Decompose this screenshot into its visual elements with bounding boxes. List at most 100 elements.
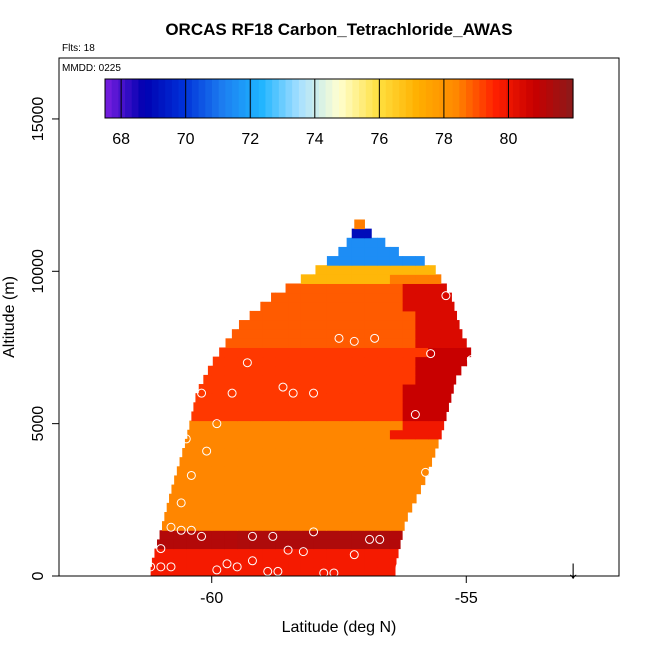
heatmap-cell [402, 475, 416, 486]
heatmap-cell [389, 512, 404, 522]
heatmap-cell [326, 301, 340, 312]
colorbar-tick-label: 68 [112, 131, 130, 148]
heatmap-cell [211, 502, 225, 513]
heatmap-cell [351, 384, 365, 394]
heatmap-cell [339, 512, 353, 522]
heatmap-cell [313, 329, 327, 339]
sample-point [176, 498, 186, 508]
heatmap-cell [313, 475, 327, 486]
heatmap-cell [389, 548, 399, 559]
heatmap-cell [402, 356, 416, 367]
heatmap-cell [377, 512, 391, 522]
heatmap-cell [313, 548, 327, 559]
heatmap-cell [453, 301, 455, 312]
sample-point [298, 547, 308, 557]
heatmap-cell [300, 393, 315, 403]
sample-point [395, 562, 405, 572]
heatmap-cell [186, 457, 200, 467]
heatmap-cell [249, 393, 264, 403]
heatmap-cell [351, 530, 365, 540]
heatmap-cell [262, 548, 276, 559]
heatmap-cell [415, 301, 429, 312]
heatmap-cell [364, 448, 378, 458]
heatmap-cell [326, 420, 340, 431]
heatmap-cell [402, 402, 416, 412]
sample-point [227, 388, 237, 398]
colorbar-swatch [272, 79, 280, 118]
heatmap-cell [174, 475, 187, 486]
heatmap-cell [377, 310, 391, 321]
colorbar-swatch [218, 79, 226, 118]
heatmap-cell [326, 338, 340, 348]
heatmap-cell [428, 429, 442, 440]
colorbar-swatch [285, 79, 293, 118]
heatmap-cell [428, 374, 442, 385]
heatmap-cell [249, 539, 264, 550]
heatmap-cell [364, 521, 378, 531]
heatmap-cell [326, 557, 340, 568]
heatmap-cell [377, 466, 391, 476]
heatmap-cell [211, 493, 225, 504]
heatmap-cell [237, 530, 251, 540]
heatmap-cell [275, 557, 289, 568]
heatmap-cell [364, 411, 378, 422]
colorbar-swatch [325, 79, 333, 118]
heatmap-cell [339, 557, 353, 568]
colorbar-swatch [379, 79, 387, 118]
heatmap-cell [402, 338, 416, 348]
sample-point [181, 434, 191, 444]
y-axis: 0 5000 10000 15000 [30, 97, 59, 580]
heatmap-cell [339, 384, 353, 394]
heatmap-cell [262, 338, 276, 348]
heatmap-cell [151, 557, 162, 568]
heatmap-cell [339, 393, 353, 403]
heatmap-cell [415, 329, 429, 339]
heatmap-cell [389, 502, 404, 513]
heatmap-cell [313, 347, 327, 358]
heatmap-cell [186, 438, 200, 449]
heatmap-cell [440, 292, 452, 303]
colorbar-swatch [445, 79, 454, 118]
heatmap-cell [339, 329, 353, 339]
heatmap-cell [339, 310, 353, 321]
heatmap-cell [440, 411, 447, 422]
heatmap-cell [313, 457, 327, 467]
colorbar-swatch [312, 79, 320, 118]
heatmap-cell [377, 521, 391, 531]
heatmap-cell [339, 365, 353, 376]
heatmap-cell [389, 246, 399, 257]
heatmap-cell [173, 502, 187, 513]
heatmap-cell [275, 457, 289, 467]
heatmap-cell [389, 484, 404, 495]
heatmap-cell [211, 429, 225, 440]
colorbar-swatch [345, 79, 353, 118]
heatmap-cell [237, 566, 251, 577]
heatmap-cell [173, 557, 187, 568]
heatmap-cell [339, 292, 353, 303]
heatmap-cell [351, 393, 365, 403]
heatmap-cell [237, 365, 251, 376]
heatmap-cell [389, 256, 404, 266]
heatmap-cell [249, 420, 264, 431]
heatmap-cell [326, 393, 340, 403]
heatmap-cell [364, 539, 378, 550]
heatmap-cell [440, 301, 455, 312]
heatmap-cell [389, 320, 404, 330]
colorbar-swatch [385, 79, 394, 118]
heatmap-cell [440, 402, 449, 412]
heatmap-cell [173, 512, 187, 522]
colorbar-swatch [225, 79, 233, 118]
heatmap-cell [377, 438, 391, 449]
colorbar-tick-label: 70 [177, 131, 195, 148]
colorbar-swatch [352, 79, 360, 118]
heatmap-cell [428, 283, 442, 294]
heatmap-cell [212, 356, 225, 367]
heatmap-cell [351, 365, 365, 376]
heatmap-cell [415, 448, 429, 458]
heatmap-cell [224, 512, 238, 522]
heatmap-cell [300, 512, 315, 522]
heatmap-cell [275, 384, 289, 394]
heatmap-cell [262, 429, 276, 440]
heatmap-cell [275, 301, 289, 312]
heatmap-cell [224, 347, 238, 358]
